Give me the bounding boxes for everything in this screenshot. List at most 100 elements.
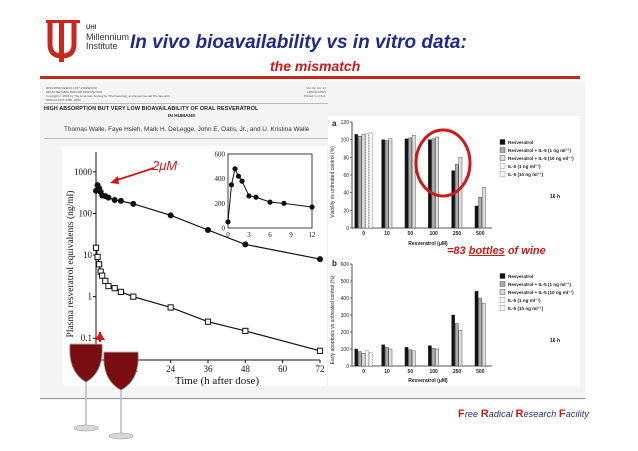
plasma-point-open [105,282,112,290]
viab-g-legend-label: IL-5 (10 ng ml⁻¹) [508,172,544,177]
logo-line2: Millennium [86,32,130,42]
viab-g-bar [381,139,385,229]
apop-g-legend-swatch [499,305,506,311]
plasma-inset-point [239,178,245,184]
plasma-inset-point [232,166,238,172]
apop-g-bar [428,345,432,367]
apop-g-bar [458,330,463,367]
plasma-y-tick-label: 10 [83,250,93,260]
apop-g-legend-label: IL-5 (1 ng ml⁻¹) [508,298,541,303]
apop-g-legend-swatch [499,273,506,279]
plasma-x-tick-label: 48 [241,364,251,374]
viab-g-legend-label: Resveratrol + IL-5 (10 ng ml⁻¹) [508,156,574,161]
apop-g-x-tick-label: 0 [362,369,365,375]
paper-title: HIGH ABSORPTION BUT VERY LOW BIOAVAILABI… [44,106,259,112]
apop-g-bar [361,353,366,367]
apop-g-bar [388,348,393,367]
plasma-point-filled [205,227,211,234]
plasma-point-filled [111,197,118,204]
plasma-inset-x-tick-label: 12 [309,231,317,239]
plasma-point-open [99,272,106,279]
plasma-x-tick-label: 60 [278,364,288,374]
viab-g-y-tick-label: 60 [343,173,349,179]
apop-g-y-tick-label: 0 [346,364,349,370]
footer-word: ree [464,409,479,419]
apop-g-bar [451,314,455,367]
viab-g-y-tick-label: 100 [341,138,350,144]
plasma-y-axis-label: Plasma resveratrol equivalents (ng/ml) [65,191,76,338]
slide-subtitle: the mismatch [270,58,361,74]
plasma-inset-point [246,193,252,199]
plasma-y-tick-label: 100 [79,208,93,218]
footer-initial: F [458,408,465,420]
plasma-inset-y-tick-label: 200 [215,200,226,208]
footer-initial: R [515,408,524,420]
viab-g-bar [431,138,436,229]
viab-g-y-tick-label: 0 [346,226,349,232]
plasma-point-open [204,318,212,325]
plasma-inset-x-tick-label: 9 [289,231,293,239]
plasma-point-open [94,253,101,261]
paper-meta-line: DMD 32:1377-1382, 2004 [46,98,81,102]
apop-g-y-tick-label: 400 [341,296,350,302]
plasma-inset-point [228,182,235,188]
concentration-annotation: 2μM [152,158,178,173]
plasma-point-open [111,285,118,292]
viab-g-bar [411,135,416,229]
viab-g-x-tick-label: 250 [453,231,462,237]
apoptosis-time-note: 16 h [550,338,560,344]
paper-meta-line: Vol. 32, No. 12 [306,86,326,90]
apop-g-bar [474,291,479,367]
plasma-inset-point [235,173,242,179]
plasma-point-open [92,244,100,251]
apop-g-bar [381,344,385,367]
plasma-point-filled [317,256,323,263]
logo-wordmark: UHI Millennium Institute [86,24,129,51]
viab-g-y-tick-label: 120 [341,120,350,126]
apop-g-bar [454,323,459,367]
apop-g-y-tick-label: 100 [341,347,350,353]
paper-meta-right: Vol. 32, No. 12 1280/1122513 Printed in … [286,86,326,98]
apop-g-legend-swatch [499,297,506,303]
logo-line3: Institute [86,41,118,51]
apop-g-bar [358,351,362,367]
footer-initial: F [558,408,566,420]
viab-g-legend-swatch [499,147,506,153]
apoptosis-panel-label: b [332,259,337,268]
plasma-y-tick-label: 0.1 [81,333,92,343]
plasma-inset-x-tick-label: 3 [247,231,251,239]
viab-g-legend-swatch [499,163,506,169]
wine-annotation-bottles: bottles [468,245,505,257]
apop-g-bar [368,352,373,367]
apop-g-x-tick-label: 50 [408,369,414,375]
viab-g-bar [474,205,479,229]
footer-word: adical [488,409,513,419]
viab-g-legend-label: Resveratrol [508,140,533,145]
paper-meta-line: Copyright © 2004 by The American Society… [46,94,170,98]
viability-bar-chart: a Viability vs untreated control (%) Res… [330,119,574,247]
apoptosis-x-axis-label: Resveratrol (μM) [408,378,448,384]
apop-g-y-tick-label: 600 [341,262,350,268]
apop-g-x-tick-label: 250 [453,369,462,375]
viab-g-x-tick-label: 100 [429,231,438,237]
plasma-point-open [167,304,174,311]
highlight-circle-icon [414,128,472,198]
viab-g-bar [454,164,459,229]
viab-g-y-tick-label: 40 [343,191,349,197]
viab-g-bar [385,140,389,229]
slide-title: In vivo bioavailability vs in vitro data… [130,32,467,53]
footer-word: esearch [523,409,557,419]
wine-annotation-suffix: of wine [504,245,546,257]
apop-g-x-tick-label: 10 [384,369,390,375]
plasma-inset-y-tick-label: 400 [215,175,226,183]
viability-y-axis-label: Viability vs untreated control (%) [330,146,336,218]
plasma-y-tick-label: 1 [88,292,93,302]
viab-g-bar [408,137,412,229]
plasma-x-axis-label: Time (h after dose) [175,375,260,386]
plasma-point-filled [117,197,124,204]
plasma-y-tick-label: 1000 [74,167,93,177]
viab-g-bar [361,134,366,229]
viab-g-bar [365,133,369,229]
plasma-point-filled [167,212,174,219]
apop-g-x-tick-label: 100 [429,369,438,375]
